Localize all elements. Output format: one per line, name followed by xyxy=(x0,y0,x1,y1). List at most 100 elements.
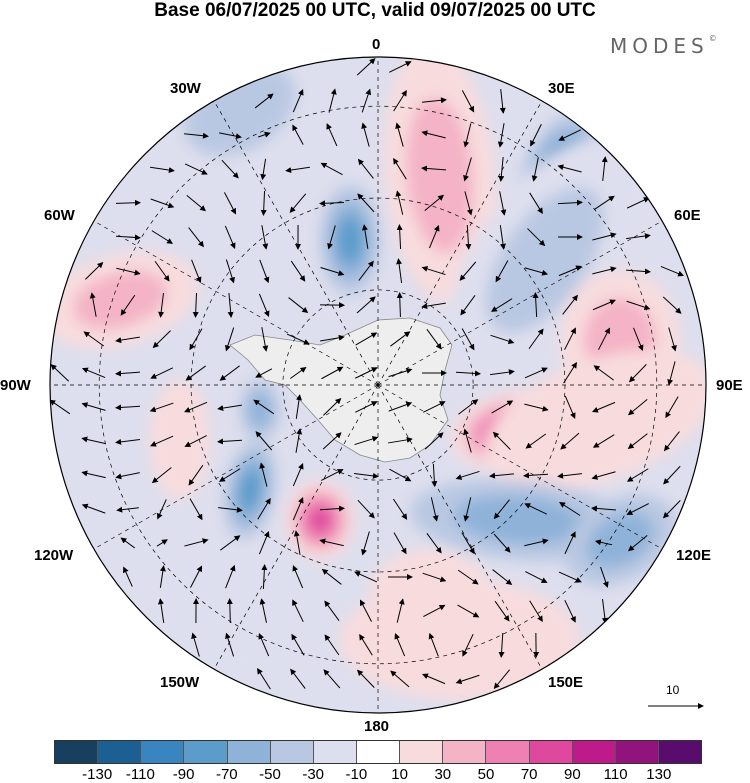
antarctica-outline xyxy=(229,317,453,463)
wind-arrow xyxy=(81,402,106,411)
wind-arrow xyxy=(115,336,140,344)
wind-arrow xyxy=(324,634,340,656)
wind-arrow xyxy=(257,497,271,520)
wind-arrow xyxy=(663,431,680,452)
anomaly-patch xyxy=(308,506,332,534)
wind-arrow xyxy=(591,401,616,413)
wind-arrow xyxy=(600,566,609,588)
wind-arrow xyxy=(530,124,542,147)
colorbar-tick-label: 130 xyxy=(646,766,672,783)
wind-arrow xyxy=(259,598,267,623)
wind-arrow xyxy=(491,400,514,414)
wind-arrow xyxy=(321,469,344,481)
wind-arrow xyxy=(558,129,582,141)
wind-arrow xyxy=(598,327,610,350)
wind-arrow xyxy=(293,530,301,555)
wind-arrow xyxy=(663,465,681,485)
wind-arrow xyxy=(120,294,136,316)
wind-arrow xyxy=(667,361,676,386)
wind-arrow xyxy=(392,498,408,520)
colorbar-tick-label: 70 xyxy=(520,766,538,783)
meridian-line xyxy=(377,384,543,670)
wind-arrow xyxy=(390,670,410,688)
wind-arrow xyxy=(292,599,304,623)
wind-arrow xyxy=(662,296,682,314)
wind-arrow xyxy=(557,199,583,206)
wind-arrow xyxy=(626,197,650,209)
colorbar-swatch xyxy=(529,741,573,763)
wind-arrow xyxy=(83,331,105,347)
wind-arrow xyxy=(461,328,475,351)
wind-arrow xyxy=(150,198,175,209)
wind-arrow xyxy=(627,534,648,552)
wind-arrow xyxy=(591,471,616,480)
wind-arrow xyxy=(563,362,577,384)
wind-arrow xyxy=(327,225,336,250)
lon-label-120w: 120W xyxy=(34,547,74,564)
wind-arrow xyxy=(321,366,344,380)
wind-arrow xyxy=(186,194,206,212)
wind-arrow xyxy=(258,293,270,318)
wind-arrow xyxy=(591,505,617,512)
wind-arrow xyxy=(158,293,165,318)
wind-arrow xyxy=(528,328,544,350)
colorbar-tick-label: 90 xyxy=(564,766,581,783)
colorbar-tick-label: 10 xyxy=(391,766,408,783)
wind-arrow xyxy=(389,468,412,482)
wind-arrow xyxy=(184,538,209,547)
wind-arrow xyxy=(461,532,475,555)
anomaly-patch xyxy=(337,216,363,264)
wind-arrow xyxy=(159,565,166,588)
lon-label-60w: 60W xyxy=(44,207,75,224)
colorbar-tick-label: -70 xyxy=(215,766,238,783)
wind-arrow xyxy=(529,192,543,215)
wind-arrow xyxy=(157,499,167,520)
wind-arrow xyxy=(460,295,476,316)
wind-arrow xyxy=(389,61,412,73)
wind-arrow xyxy=(558,571,582,583)
wind-arrow xyxy=(354,436,379,446)
wind-arrow xyxy=(115,472,140,480)
wind-arrow xyxy=(224,327,235,352)
wind-arrow xyxy=(217,404,242,412)
wind-arrow xyxy=(255,431,273,451)
wind-arrow xyxy=(601,599,608,624)
anomaly-patch xyxy=(586,512,654,568)
wind-arrow xyxy=(225,564,236,589)
latitude-circle xyxy=(98,105,658,665)
wind-arrow xyxy=(226,598,233,624)
wind-arrow xyxy=(388,401,413,412)
wind-arrow xyxy=(355,332,378,346)
wind-arrow xyxy=(220,535,241,551)
colorbar-swatch xyxy=(313,741,357,763)
wind-arrow xyxy=(462,633,474,657)
wind-arrow xyxy=(422,97,447,104)
wind-arrow xyxy=(396,598,405,623)
wind-arrow xyxy=(354,367,378,379)
wind-arrow xyxy=(292,89,304,113)
wind-arrow xyxy=(321,568,342,585)
wind-arrow xyxy=(151,230,174,244)
wind-arrow xyxy=(424,432,444,450)
wind-arrow xyxy=(396,224,403,250)
wind-arrow xyxy=(355,401,378,413)
wind-arrow xyxy=(499,191,507,216)
wind-arrow xyxy=(428,224,440,249)
wind-arrow xyxy=(356,58,376,76)
wind-arrow xyxy=(527,228,546,247)
wind-arrow xyxy=(357,193,375,213)
wind-arrow xyxy=(115,370,141,377)
wind-arrow xyxy=(218,468,241,482)
lon-label-30w: 30W xyxy=(170,80,201,97)
wind-arrow xyxy=(463,123,472,148)
wind-arrow xyxy=(524,503,548,515)
wind-arrow xyxy=(525,433,547,449)
wind-arrow xyxy=(319,200,345,207)
wind-arrow xyxy=(463,428,472,453)
latitude-circle xyxy=(282,289,474,481)
wind-arrow xyxy=(601,156,608,181)
wind-arrow xyxy=(261,564,268,590)
wind-arrow xyxy=(455,674,480,685)
brand-logo: MODES© xyxy=(610,34,717,58)
